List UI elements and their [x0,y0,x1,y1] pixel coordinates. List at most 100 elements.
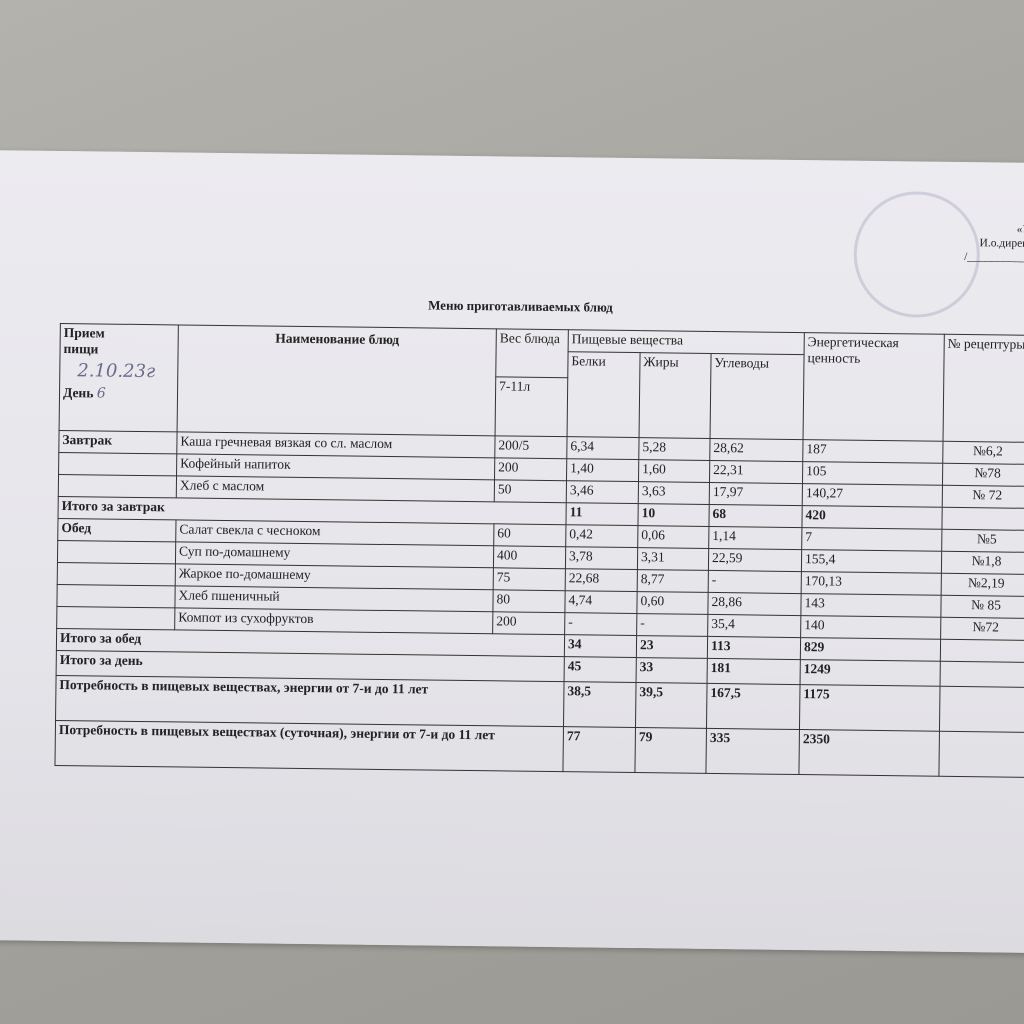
handwritten-day: 6 [96,385,106,402]
carbs-header: Углеводы [710,353,805,440]
fats: 3,63 [638,481,710,505]
fats: 5,28 [638,437,711,461]
fats-header: Жиры [639,352,712,439]
recipe-number: № 85 [940,595,1024,619]
nutrients-header: Пищевые вещества [568,329,805,355]
meal-label [57,540,176,564]
total-f: 33 [636,657,708,684]
proteins-header: Белки [567,351,641,438]
recipe-number: №72 [940,617,1024,641]
proteins: 22,68 [565,568,638,592]
total-e: 1175 [799,684,941,732]
meal-label [58,474,177,498]
energy: 140 [800,615,941,640]
approval-signature: /__________/Митей Д.Э. [964,251,1024,265]
document-sheet: «Утверждаю» И.о.директора школы /_______… [0,150,1024,954]
page-title: Меню приготавливаемых блюд [428,297,613,315]
recipe-number: №2,19 [941,573,1024,597]
recipe-empty [940,661,1024,688]
dish-weight: 60 [493,523,566,547]
total-f: 39,5 [635,682,708,729]
energy: 7 [801,527,942,552]
carbs: 35,4 [707,614,801,638]
fats: 0,60 [636,591,709,615]
carbs: - [708,570,802,594]
approval-block: «Утверждаю» И.о.директора школы /_______… [885,221,1024,265]
recipe-header: № рецептуры [943,334,1024,443]
total-p: 77 [562,726,636,773]
proteins: 0,42 [565,524,638,548]
fats: 3,31 [637,547,709,571]
total-p: 38,5 [563,681,637,728]
recipe-number: №5 [941,529,1024,553]
proteins: 3,46 [566,480,639,504]
carbs: 28,86 [707,592,802,616]
dish-weight: 200 [492,611,565,635]
carbs: 28,62 [709,438,804,462]
dish-weight: 50 [494,479,567,503]
proteins: 4,74 [564,590,638,614]
energy: 105 [802,461,943,486]
menu-table: Прием пищи 2.10.23г День 6 Наименование … [54,323,1024,778]
fats: 8,77 [637,569,709,593]
age-header: 7-11л [495,376,568,437]
energy: 143 [800,593,942,618]
recipe-empty [938,731,1024,778]
meal-label [57,562,176,586]
energy: 170,13 [801,571,942,596]
total-f: 79 [634,727,707,774]
total-e: 2350 [798,729,940,777]
total-c: 68 [708,504,803,528]
handwritten-date: 2.10.23г [77,360,156,383]
total-e: 1249 [800,659,941,687]
fats: - [636,613,708,637]
dish-weight: 200 [494,457,567,481]
recipe-number: № 72 [942,485,1024,509]
total-p: 34 [564,634,637,658]
meal-label [56,606,175,630]
total-c: 335 [705,728,800,775]
dish-weight: 200/5 [494,435,568,459]
energy-header: Энергетическая ценность [803,332,945,442]
weight-header: Вес блюда [495,328,569,378]
dish-weight: 80 [492,589,566,613]
meal-label: Обед [57,518,176,542]
carbs: 22,59 [708,548,802,572]
energy: 187 [802,439,944,464]
total-e: 420 [801,505,943,530]
recipe-number: №1,8 [941,551,1024,575]
meal-label [58,452,177,476]
meal-label [56,584,176,608]
proteins: 3,78 [565,546,638,570]
total-c: 181 [707,658,801,685]
energy: 155,4 [801,549,942,574]
dish-weight: 75 [493,567,566,591]
total-p: 11 [565,502,639,526]
dish-weight: 400 [493,545,566,569]
total-label: Потребность в пищевых веществах, энергии… [55,675,565,727]
fats: 0,06 [637,525,709,549]
recipe-number: №78 [942,463,1024,487]
total-p: 45 [564,656,637,683]
meal-header: Прием пищи 2.10.23г День 6 [59,323,179,432]
proteins: - [564,612,637,636]
total-c: 167,5 [706,683,801,730]
carbs: 22,31 [709,460,803,484]
recipe-empty [939,686,1024,733]
fats: 1,60 [638,459,710,483]
recipe-number: №6,2 [942,441,1024,465]
total-c: 113 [707,636,801,660]
total-label: Потребность в пищевых веществах (суточна… [54,720,564,772]
total-f: 10 [637,503,710,527]
proteins: 1,40 [566,458,639,482]
total-e: 829 [800,637,941,662]
name-header: Наименование блюд [177,324,497,436]
carbs: 17,97 [709,482,803,506]
meal-label: Завтрак [58,430,178,454]
recipe-empty [940,639,1024,663]
energy: 140,27 [802,483,943,508]
proteins: 6,34 [566,436,640,460]
recipe-empty [941,507,1024,531]
carbs: 1,14 [708,526,802,550]
total-f: 23 [636,635,708,659]
